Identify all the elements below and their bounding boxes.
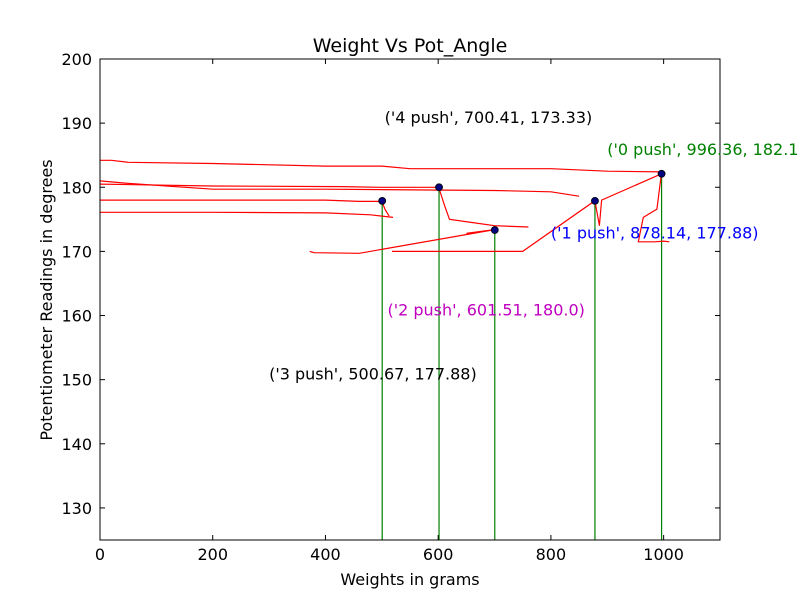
trace-segment-1	[100, 180, 580, 197]
y-tick-label-2: 150	[61, 371, 92, 390]
y-tick-label-5: 180	[61, 178, 92, 197]
plot-series-group	[100, 159, 670, 540]
trace-segment-0	[100, 159, 662, 173]
trace-segment-6	[392, 172, 670, 252]
data-point-4	[378, 196, 387, 205]
y-tick-label-6: 190	[61, 114, 92, 133]
trace-segment-5	[309, 229, 495, 254]
axes-frame	[99, 58, 721, 541]
x-tick-label-5: 1000	[643, 545, 684, 564]
y-tick-label-3: 160	[61, 307, 92, 326]
y-tick-label-4: 170	[61, 242, 92, 261]
x-tick-label-1: 200	[197, 545, 228, 564]
data-point-3	[435, 183, 443, 192]
x-axis-label: Weights in grams	[340, 570, 479, 589]
annotation-2: ('2 push', 601.51, 180.0)	[387, 301, 584, 320]
y-axis-label: Potentiometer Readings in degrees	[37, 159, 56, 440]
data-point-1	[591, 196, 599, 205]
annotation-0: ('0 push', 996.36, 182.1	[607, 140, 798, 159]
data-point-2	[490, 226, 499, 234]
x-tick-label-4: 800	[536, 545, 567, 564]
y-tick-label-1: 140	[61, 435, 92, 454]
trace-segment-3	[100, 199, 390, 217]
data-point-0	[657, 169, 666, 178]
trace-segment-4	[100, 211, 394, 218]
annotation-1: ('1 push', 878.14, 177.88)	[551, 224, 759, 243]
x-tick-label-0: 0	[95, 545, 105, 564]
annotation-3: ('3 push', 500.67, 177.88)	[269, 365, 477, 384]
trace-segment-2	[100, 183, 529, 228]
annotation-4: ('4 push', 700.41, 173.33)	[385, 108, 593, 127]
x-tick-label-3: 600	[423, 545, 454, 564]
x-tick-label-2: 400	[310, 545, 341, 564]
chart-title: Weight Vs Pot_Angle	[313, 35, 508, 57]
y-tick-label-0: 130	[61, 499, 92, 518]
plot-area: 0 200 400 600 800 1000 130 140 150 160 170 180 190 20…	[61, 50, 798, 564]
y-tick-label-7: 200	[61, 50, 92, 69]
